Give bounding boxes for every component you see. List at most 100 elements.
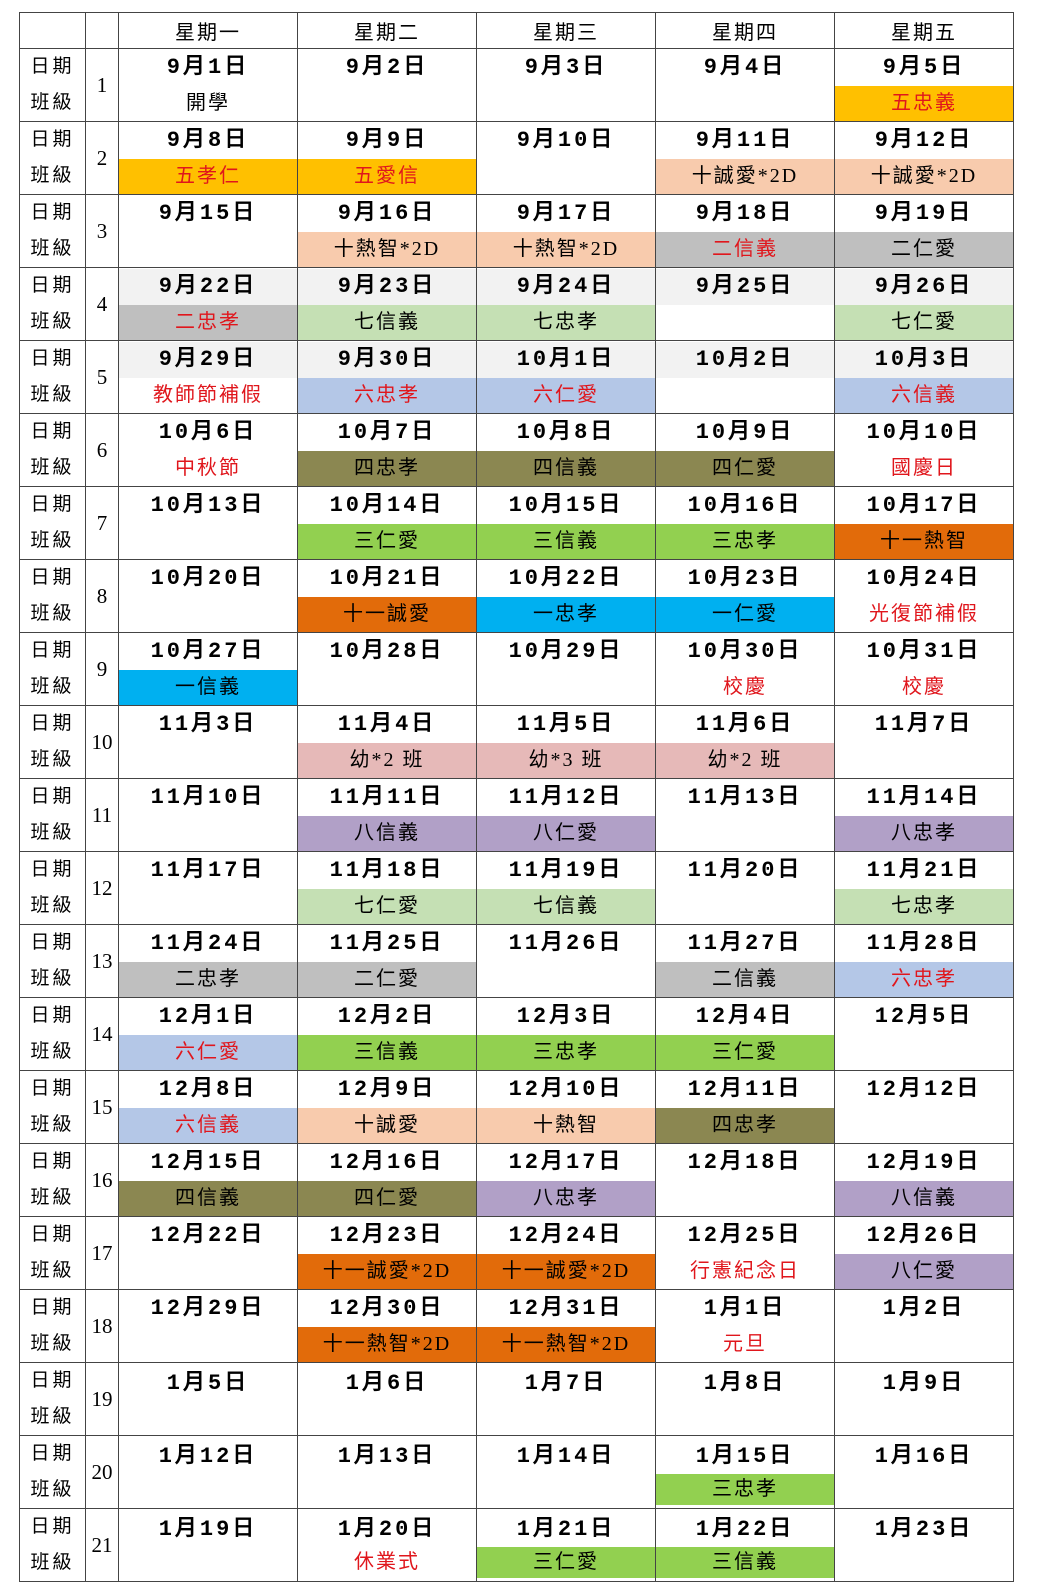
class-assignment: 四仁愛 xyxy=(656,450,834,486)
class-assignment xyxy=(477,86,655,121)
class-label: 班級 xyxy=(30,311,75,332)
class-assignment xyxy=(119,1474,297,1505)
day-cell: 9月23日 七信義 xyxy=(297,267,477,341)
day-cell: 11月13日 xyxy=(655,778,835,852)
class-assignment: 三信義 xyxy=(477,523,655,559)
class-assignment: 五忠義 xyxy=(835,85,1013,121)
day-cell: 9月12日 十誠愛*2D xyxy=(834,121,1014,195)
date-label: 日期 xyxy=(30,713,75,734)
week-number: 3 xyxy=(85,194,119,268)
date-text: 12月19日 xyxy=(866,1149,982,1175)
class-assignment: 二仁愛 xyxy=(835,231,1013,267)
class-assignment: 幼*2 班 xyxy=(298,742,476,778)
row-label: 日期 班級 xyxy=(19,340,86,414)
day-cell: 10月15日 三信義 xyxy=(476,486,656,560)
date-text: 12月15日 xyxy=(150,1149,266,1175)
class-assignment xyxy=(477,670,655,705)
class-assignment: 一仁愛 xyxy=(656,596,834,632)
class-label: 班級 xyxy=(30,238,75,259)
date-text: 10月17日 xyxy=(866,492,982,518)
date-text: 11月4日 xyxy=(337,711,437,737)
date-text: 10月10日 xyxy=(866,419,982,445)
day-cell: 9月26日 七仁愛 xyxy=(834,267,1014,341)
date-label: 日期 xyxy=(30,1005,75,1026)
date-text: 12月4日 xyxy=(695,1003,795,1029)
class-assignment: 三信義 xyxy=(298,1034,476,1070)
class-assignment: 六忠孝 xyxy=(835,961,1013,997)
class-assignment: 七忠孝 xyxy=(477,304,655,340)
date-text: 11月21日 xyxy=(866,857,982,883)
day-cell: 10月30日 校慶 xyxy=(655,632,835,706)
date-text: 10月16日 xyxy=(687,492,803,518)
date-text: 10月29日 xyxy=(508,638,624,664)
week-number: 1 xyxy=(85,48,119,122)
schedule-body: 日期 班級 1 9月1日 開學 9月2日 9月3日 9月4日 9月5日 五忠義 日期 班級 2 9月8日五… xyxy=(19,48,1014,1582)
class-assignment xyxy=(298,1401,476,1432)
day-cell: 9月29日 教師節補假 xyxy=(118,340,298,414)
week-number: 4 xyxy=(85,267,119,341)
row-label: 日期 班級 xyxy=(19,1508,86,1582)
class-label: 班級 xyxy=(30,1187,75,1208)
week-number: 15 xyxy=(85,1070,119,1144)
class-assignment xyxy=(835,1401,1013,1432)
day-cell: 9月5日 五忠義 xyxy=(834,48,1014,122)
class-assignment xyxy=(835,1327,1013,1362)
row-label: 日期 班級 xyxy=(19,194,86,268)
day-cell: 9月8日 五孝仁 xyxy=(118,121,298,195)
class-assignment xyxy=(835,1035,1013,1070)
date-text: 9月4日 xyxy=(703,54,787,80)
class-assignment xyxy=(119,816,297,851)
date-text: 12月1日 xyxy=(158,1003,258,1029)
day-cell: 11月6日 幼*2 班 xyxy=(655,705,835,779)
class-assignment xyxy=(477,159,655,194)
class-label: 班級 xyxy=(30,530,75,551)
date-text: 1月22日 xyxy=(695,1516,795,1542)
date-text: 1月12日 xyxy=(158,1443,258,1469)
date-label: 日期 xyxy=(30,129,75,150)
date-text: 12月24日 xyxy=(508,1222,624,1248)
class-label: 班級 xyxy=(30,165,75,186)
date-text: 9月3日 xyxy=(524,54,608,80)
day-cell: 10月20日 xyxy=(118,559,298,633)
class-label: 班級 xyxy=(30,1114,75,1135)
week-number: 12 xyxy=(85,851,119,925)
class-assignment: 七仁愛 xyxy=(835,304,1013,340)
date-text: 11月12日 xyxy=(508,784,624,810)
class-assignment: 六信義 xyxy=(835,377,1013,413)
class-assignment xyxy=(477,962,655,997)
week-row: 日期 班級 17 12月22日 12月23日 十一誠愛*2D 12月24日 十一誠愛*2D 12… xyxy=(19,1216,1014,1290)
class-assignment: 十一誠愛 xyxy=(298,596,476,632)
class-assignment: 十誠愛*2D xyxy=(656,158,834,194)
class-assignment: 七仁愛 xyxy=(298,888,476,924)
day-cell: 11月25日 二仁愛 xyxy=(297,924,477,998)
day-cell: 12月29日 xyxy=(118,1289,298,1363)
class-assignment: 七信義 xyxy=(477,888,655,924)
day-cell: 12月31日 十一熱智*2D xyxy=(476,1289,656,1363)
date-label: 日期 xyxy=(30,786,75,807)
date-text: 10月3日 xyxy=(835,341,1013,378)
date-label: 日期 xyxy=(30,1078,75,1099)
class-assignment: 四信義 xyxy=(477,450,655,486)
header-row: 星期一 星期二 星期三 星期四 星期五 xyxy=(19,12,1014,49)
class-assignment: 中秋節 xyxy=(175,456,241,479)
date-label: 日期 xyxy=(30,932,75,953)
class-assignment xyxy=(119,232,297,267)
date-text: 9月15日 xyxy=(158,200,258,226)
class-assignment: 幼*3 班 xyxy=(477,742,655,778)
day-cell: 12月17日 八忠孝 xyxy=(476,1143,656,1217)
class-assignment: 五愛信 xyxy=(298,158,476,194)
day-cell: 11月21日 七忠孝 xyxy=(834,851,1014,925)
day-cell: 1月23日 xyxy=(834,1508,1014,1582)
date-label: 日期 xyxy=(30,1516,75,1537)
date-text: 11月19日 xyxy=(508,857,624,883)
day-cell: 11月12日 八仁愛 xyxy=(476,778,656,852)
week-row: 日期 班級 6 10月6日 中秋節 10月7日 四忠孝 10月8日 四信義 10月9日 四仁愛 10月… xyxy=(19,413,1014,487)
date-text: 12月8日 xyxy=(158,1076,258,1102)
row-label: 日期 班級 xyxy=(19,1289,86,1363)
row-label: 日期 班級 xyxy=(19,559,86,633)
day-cell: 11月10日 xyxy=(118,778,298,852)
date-text: 12月16日 xyxy=(329,1149,445,1175)
class-assignment: 十熱智*2D xyxy=(298,231,476,267)
row-label: 日期 班級 xyxy=(19,632,86,706)
week-row: 日期 班級 5 9月29日 教師節補假 9月30日 六忠孝 10月1日 六仁愛 10月2日 10月3… xyxy=(19,340,1014,414)
